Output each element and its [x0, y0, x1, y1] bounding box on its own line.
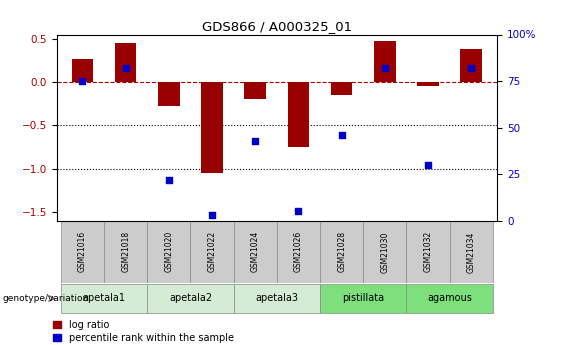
Point	[78, 78, 87, 84]
Point	[424, 162, 433, 168]
Point	[164, 177, 173, 183]
Bar	[234, 284, 320, 313]
Text: pistillata: pistillata	[342, 294, 384, 303]
Bar	[72, 59, 93, 82]
Text: GSM21026: GSM21026	[294, 231, 303, 273]
Bar	[406, 284, 493, 313]
Text: GSM21022: GSM21022	[207, 231, 216, 273]
Bar	[418, 82, 439, 87]
Bar	[147, 284, 234, 313]
Point	[294, 209, 303, 214]
Text: genotype/variation: genotype/variation	[3, 294, 89, 303]
Bar	[331, 82, 353, 95]
Bar	[363, 221, 406, 283]
Text: GSM21016: GSM21016	[78, 231, 87, 273]
Text: GSM21018: GSM21018	[121, 231, 130, 273]
Text: GSM21024: GSM21024	[251, 231, 260, 273]
Bar	[190, 221, 234, 283]
Bar	[158, 82, 180, 106]
Point	[467, 65, 476, 71]
Bar	[61, 284, 147, 313]
Text: GSM21032: GSM21032	[424, 231, 433, 273]
Point	[207, 213, 216, 218]
Bar	[245, 82, 266, 99]
Bar	[61, 221, 104, 283]
Point	[121, 65, 130, 71]
Bar	[288, 82, 309, 147]
Bar	[277, 221, 320, 283]
Point	[251, 138, 260, 144]
Text: apetala1: apetala1	[82, 294, 125, 303]
Point	[337, 132, 346, 138]
Bar	[234, 221, 277, 283]
Text: agamous: agamous	[427, 294, 472, 303]
Bar	[201, 82, 223, 173]
Bar	[320, 221, 363, 283]
Text: GSM21034: GSM21034	[467, 231, 476, 273]
Bar	[115, 43, 136, 82]
Bar	[374, 41, 396, 82]
Bar	[104, 221, 147, 283]
Title: GDS866 / A000325_01: GDS866 / A000325_01	[202, 20, 352, 33]
Bar	[450, 221, 493, 283]
Legend: log ratio, percentile rank within the sample: log ratio, percentile rank within the sa…	[53, 320, 234, 343]
Bar	[406, 221, 450, 283]
Text: apetala3: apetala3	[255, 294, 298, 303]
Point	[380, 65, 389, 71]
Text: GSM21028: GSM21028	[337, 231, 346, 273]
Bar	[147, 221, 190, 283]
Bar	[460, 49, 482, 82]
Text: GSM21030: GSM21030	[380, 231, 389, 273]
Bar	[320, 284, 406, 313]
Text: apetala2: apetala2	[169, 294, 212, 303]
Text: GSM21020: GSM21020	[164, 231, 173, 273]
